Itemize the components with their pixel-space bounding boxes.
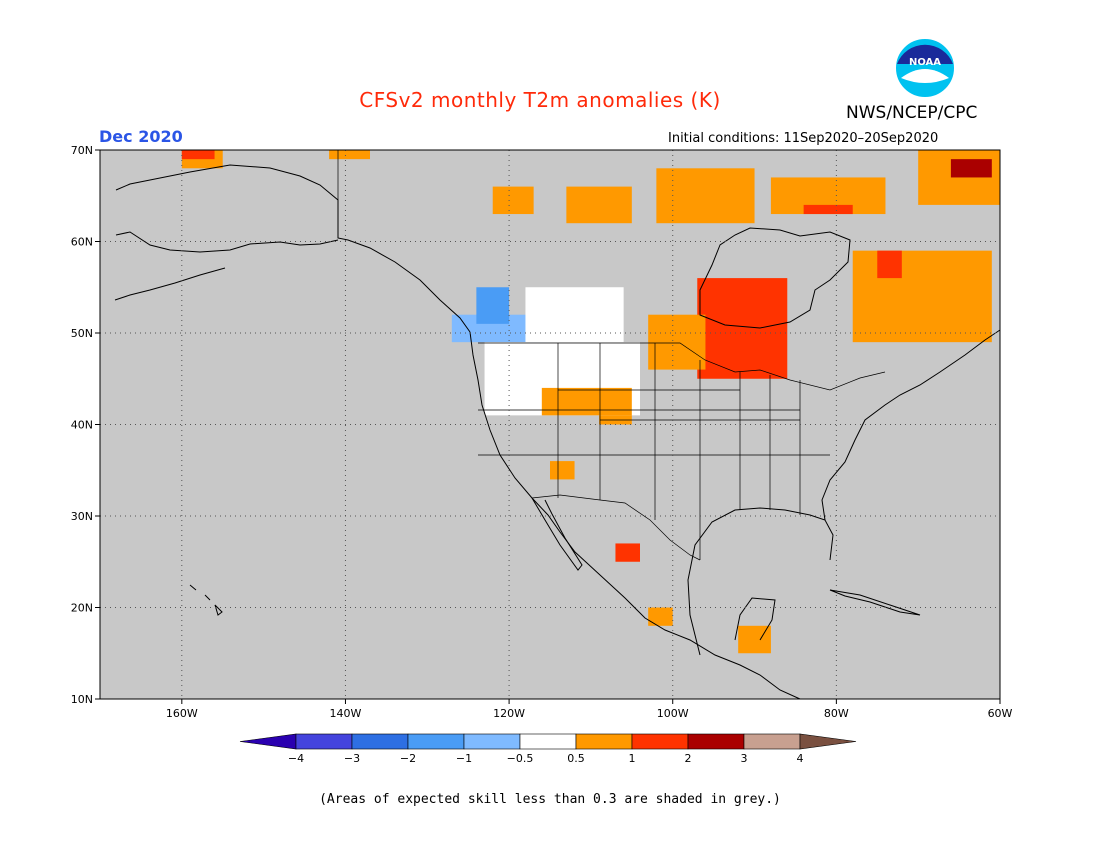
colorbar-box <box>351 733 409 750</box>
colorbar-box <box>631 733 689 750</box>
lat-tick-label: 40N <box>71 419 93 432</box>
atlantic-coast <box>821 329 1001 521</box>
region-bc-interior-cooler <box>476 287 510 324</box>
cuba-coast <box>829 589 921 616</box>
colorbar-box <box>519 733 577 750</box>
lon-tick-label: 80W <box>824 707 849 720</box>
region-mexico-north-hot <box>615 543 640 562</box>
noaa-logo-text: NOAA <box>909 57 941 68</box>
colorbar-box <box>575 733 633 750</box>
colorbar-box <box>407 733 465 750</box>
us-mexico-border <box>531 494 701 561</box>
hawaii-islands <box>189 584 223 616</box>
region-hudson-bay-west-hot <box>697 278 788 379</box>
colorbar-tick-label: 4 <box>797 752 804 765</box>
aleutian-arc <box>114 267 226 301</box>
lat-tick-label: 20N <box>71 602 93 615</box>
colorbar-low-arrow <box>239 733 297 750</box>
colorbar-tick-label: −3 <box>344 752 360 765</box>
colorbar-labels: −4 −3 −2 −1 −0.5 0.5 1 2 3 4 <box>288 752 804 765</box>
colorbar: −4 −3 −2 −1 −0.5 0.5 1 2 3 4 <box>239 733 857 765</box>
lon-tick-label: 100W <box>657 707 689 720</box>
lon-tick-label: 60W <box>988 707 1013 720</box>
lat-tick-label: 10N <box>71 693 93 706</box>
colorbar-tick-label: −1 <box>456 752 472 765</box>
map-frame <box>99 149 1001 700</box>
gulf-of-mexico-coast <box>687 507 834 656</box>
colorbar-box <box>295 733 353 750</box>
region-wyoming-warm <box>541 387 632 416</box>
baja-peninsula <box>531 497 583 571</box>
latitude-labels: 70N 60N 50N 40N 30N 20N 10N <box>71 144 93 706</box>
agency-label: NWS/NCEP/CPC <box>846 103 978 123</box>
colorbar-box <box>687 733 745 750</box>
yucatan-coast <box>734 597 776 641</box>
region-quebec-labrador-warm <box>852 250 992 343</box>
colorbar-box <box>463 733 521 750</box>
lon-tick-label: 160W <box>166 707 198 720</box>
region-alberta-neutral <box>525 287 624 343</box>
region-arizona-warm <box>550 461 575 480</box>
us-state-lines <box>478 343 830 560</box>
region-mexico-south-warm <box>648 607 673 626</box>
us-canada-border <box>478 342 886 391</box>
colorbar-tick-label: −4 <box>288 752 304 765</box>
pacific-coast <box>469 331 801 700</box>
region-labrador-warmer <box>877 250 902 279</box>
region-ontario-warm <box>648 314 706 370</box>
region-yukon-north-warm <box>329 150 370 160</box>
political-boundaries <box>337 150 886 561</box>
colorbar-box <box>743 733 801 750</box>
region-nunavut-warm <box>656 168 755 224</box>
colorbar-tick-label: −0.5 <box>507 752 534 765</box>
lat-tick-label: 50N <box>71 327 93 340</box>
lon-tick-label: 140W <box>330 707 362 720</box>
lat-tick-label: 70N <box>71 144 93 157</box>
region-alaska-north-coast-warmer <box>181 150 215 160</box>
alaska-south-coast <box>115 231 339 253</box>
colorbar-tick-label: 1 <box>629 752 636 765</box>
colorbar-tick-label: 3 <box>741 752 748 765</box>
noaa-logo: NOAA <box>894 37 956 99</box>
colorbar-high-arrow <box>799 733 857 750</box>
longitude-labels: 160W 140W 120W 100W 80W 60W <box>166 707 1013 720</box>
lat-tick-label: 30N <box>71 510 93 523</box>
lat-tick-label: 60N <box>71 236 93 249</box>
map-area: 160W 140W 120W 100W 80W 60W 70N 60N 50N 40N 30N 20… <box>71 144 1013 720</box>
region-baffin-warmer <box>803 204 853 215</box>
colorbar-tick-label: 2 <box>685 752 692 765</box>
valid-month-label: Dec 2020 <box>99 127 183 146</box>
region-great-bear-warm <box>492 186 534 215</box>
region-nw-territories-warm <box>566 186 632 224</box>
map-title: CFSv2 monthly T2m anomalies (K) <box>359 88 721 112</box>
colorbar-boxes <box>239 733 857 750</box>
lon-tick-label: 120W <box>493 707 525 720</box>
colorbar-tick-label: −2 <box>400 752 416 765</box>
initial-conditions-label: Initial conditions: 11Sep2020–20Sep2020 <box>668 131 939 146</box>
colorbar-tick-label: 0.5 <box>567 752 585 765</box>
hudson-bay-coast <box>699 227 851 329</box>
skill-footnote: (Areas of expected skill less than 0.3 a… <box>319 792 781 807</box>
region-greenland-coast-hot <box>950 159 992 178</box>
